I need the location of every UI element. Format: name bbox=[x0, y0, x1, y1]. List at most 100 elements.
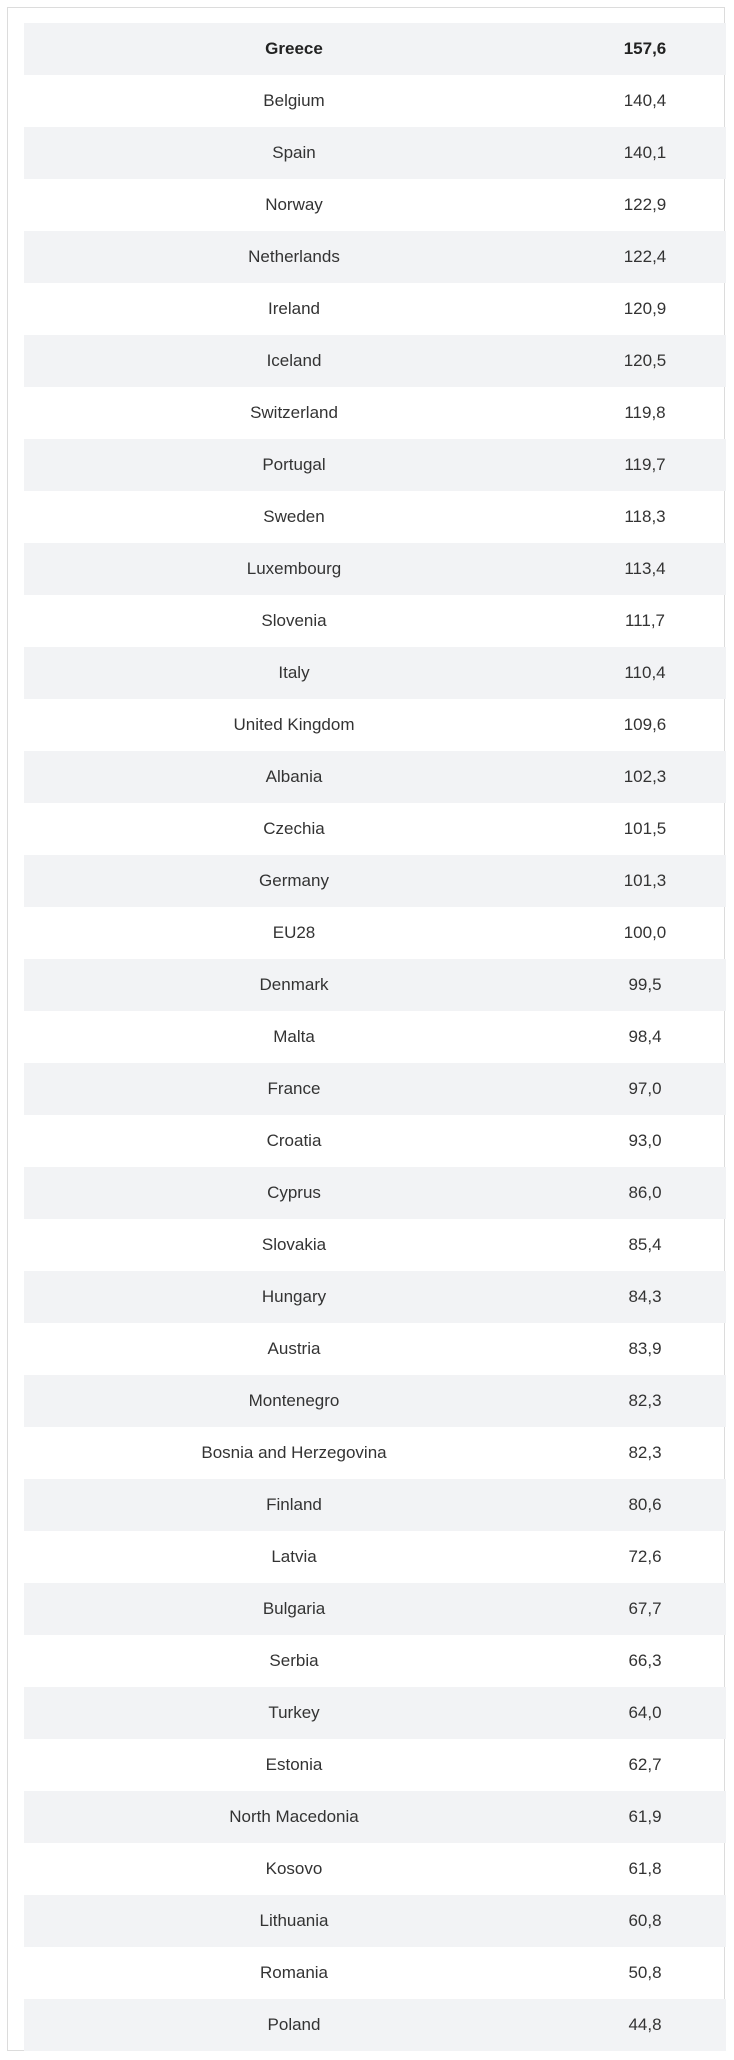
value-cell: 82,3 bbox=[628, 1443, 662, 1462]
value-cell: 99,5 bbox=[628, 975, 662, 994]
value-cell: 113,4 bbox=[624, 559, 666, 578]
table-row: Netherlands 122,4 bbox=[24, 231, 726, 283]
table-row: Hungary 84,3 bbox=[24, 1271, 726, 1323]
country-cell: Serbia bbox=[269, 1651, 319, 1670]
table-row: United Kingdom 109,6 bbox=[24, 699, 726, 751]
table-row: Turkey 64,0 bbox=[24, 1687, 726, 1739]
table-row: North Macedonia 61,9 bbox=[24, 1791, 726, 1843]
country-cell: Estonia bbox=[265, 1755, 323, 1774]
value-cell: 82,3 bbox=[628, 1391, 662, 1410]
table-row: Poland 44,8 bbox=[24, 1999, 726, 2051]
table-row: EU28 100,0 bbox=[24, 907, 726, 959]
value-cell: 50,8 bbox=[628, 1963, 662, 1982]
table-row: Slovenia 111,7 bbox=[24, 595, 726, 647]
country-cell: Malta bbox=[273, 1027, 315, 1046]
table-row: Lithuania 60,8 bbox=[24, 1895, 726, 1947]
country-cell: Iceland bbox=[266, 351, 322, 370]
country-cell: Hungary bbox=[261, 1287, 327, 1306]
table-row: Estonia 62,7 bbox=[24, 1739, 726, 1791]
value-cell: 110,4 bbox=[624, 663, 666, 682]
value-cell: 98,4 bbox=[628, 1027, 662, 1046]
country-cell: Bosnia and Herzegovina bbox=[201, 1443, 387, 1462]
table-row: Italy 110,4 bbox=[24, 647, 726, 699]
value-cell: 119,8 bbox=[624, 403, 666, 422]
table-row: Luxembourg 113,4 bbox=[24, 543, 726, 595]
table-row: Croatia 93,0 bbox=[24, 1115, 726, 1167]
value-cell: 83,9 bbox=[628, 1339, 662, 1358]
table-row: Kosovo 61,8 bbox=[24, 1843, 726, 1895]
value-cell: 97,0 bbox=[628, 1079, 662, 1098]
value-cell: 93,0 bbox=[628, 1131, 662, 1150]
value-cell: 122,4 bbox=[623, 247, 667, 266]
value-cell: 61,8 bbox=[628, 1859, 662, 1878]
value-cell: 60,8 bbox=[628, 1911, 662, 1930]
country-value-table: Greece 157,6 Belgium 140,4 Spain 140,1 Norway 1… bbox=[24, 23, 726, 2051]
country-cell: Lithuania bbox=[259, 1911, 329, 1930]
country-cell: Greece bbox=[265, 39, 323, 58]
table-row: Finland 80,6 bbox=[24, 1479, 726, 1531]
country-cell: Romania bbox=[259, 1963, 329, 1982]
value-cell: 44,8 bbox=[628, 2015, 662, 2034]
value-cell: 62,7 bbox=[628, 1755, 662, 1774]
table-row: Slovakia 85,4 bbox=[24, 1219, 726, 1271]
table-row: Albania 102,3 bbox=[24, 751, 726, 803]
country-cell: Ireland bbox=[268, 299, 320, 318]
table-row: Sweden 118,3 bbox=[24, 491, 726, 543]
table-row: France 97,0 bbox=[24, 1063, 726, 1115]
country-cell: Luxembourg bbox=[246, 559, 342, 578]
table-row: Norway 122,9 bbox=[24, 179, 726, 231]
table-row: Iceland 120,5 bbox=[24, 335, 726, 387]
value-cell: 80,6 bbox=[628, 1495, 662, 1514]
country-cell: Albania bbox=[265, 767, 323, 786]
table-row: Denmark 99,5 bbox=[24, 959, 726, 1011]
country-cell: Belgium bbox=[263, 91, 325, 110]
table-row: Greece 157,6 bbox=[24, 23, 726, 75]
table-row: Belgium 140,4 bbox=[24, 75, 726, 127]
table-row: Austria 83,9 bbox=[24, 1323, 726, 1375]
table-row: Latvia 72,6 bbox=[24, 1531, 726, 1583]
country-cell: Latvia bbox=[271, 1547, 317, 1566]
value-cell: 66,3 bbox=[628, 1651, 662, 1670]
table-row: Bulgaria 67,7 bbox=[24, 1583, 726, 1635]
table-row: Serbia 66,3 bbox=[24, 1635, 726, 1687]
table-row: Romania 50,8 bbox=[24, 1947, 726, 1999]
country-cell: Sweden bbox=[263, 507, 325, 526]
value-cell: 140,1 bbox=[623, 143, 667, 162]
country-cell: Netherlands bbox=[248, 247, 340, 266]
value-cell: 119,7 bbox=[624, 455, 666, 474]
value-cell: 101,5 bbox=[623, 819, 667, 838]
table-row: Ireland 120,9 bbox=[24, 283, 726, 335]
country-cell: Germany bbox=[259, 871, 329, 890]
value-cell: 122,9 bbox=[623, 195, 667, 214]
country-cell: Slovakia bbox=[261, 1235, 327, 1254]
value-cell: 140,4 bbox=[623, 91, 667, 110]
value-cell: 109,6 bbox=[623, 715, 667, 734]
country-cell: Cyprus bbox=[267, 1183, 321, 1202]
country-cell: Portugal bbox=[262, 455, 326, 474]
country-cell: Spain bbox=[272, 143, 316, 162]
country-cell: Turkey bbox=[268, 1703, 320, 1722]
value-cell: 100,0 bbox=[623, 923, 667, 942]
country-cell: Poland bbox=[267, 2015, 321, 2034]
country-cell: EU28 bbox=[272, 923, 316, 942]
country-cell: Denmark bbox=[259, 975, 329, 994]
country-cell: Finland bbox=[266, 1495, 322, 1514]
table-row: Czechia 101,5 bbox=[24, 803, 726, 855]
country-cell: Kosovo bbox=[265, 1859, 323, 1878]
table-row: Cyprus 86,0 bbox=[24, 1167, 726, 1219]
country-cell: Bulgaria bbox=[262, 1599, 326, 1618]
value-cell: 72,6 bbox=[628, 1547, 662, 1566]
country-cell: Croatia bbox=[266, 1131, 322, 1150]
country-cell: Montenegro bbox=[248, 1391, 340, 1410]
value-cell: 64,0 bbox=[628, 1703, 662, 1722]
value-cell: 120,9 bbox=[623, 299, 667, 318]
value-cell: 118,3 bbox=[624, 507, 666, 526]
table-row: Bosnia and Herzegovina 82,3 bbox=[24, 1427, 726, 1479]
value-cell: 61,9 bbox=[628, 1807, 662, 1826]
table-row: Montenegro 82,3 bbox=[24, 1375, 726, 1427]
table-container: Greece 157,6 Belgium 140,4 Spain 140,1 Norway 1… bbox=[7, 7, 726, 2051]
table-row: Germany 101,3 bbox=[24, 855, 726, 907]
value-cell: 85,4 bbox=[628, 1235, 662, 1254]
country-cell: Italy bbox=[278, 663, 310, 682]
country-cell: Switzerland bbox=[250, 403, 338, 422]
